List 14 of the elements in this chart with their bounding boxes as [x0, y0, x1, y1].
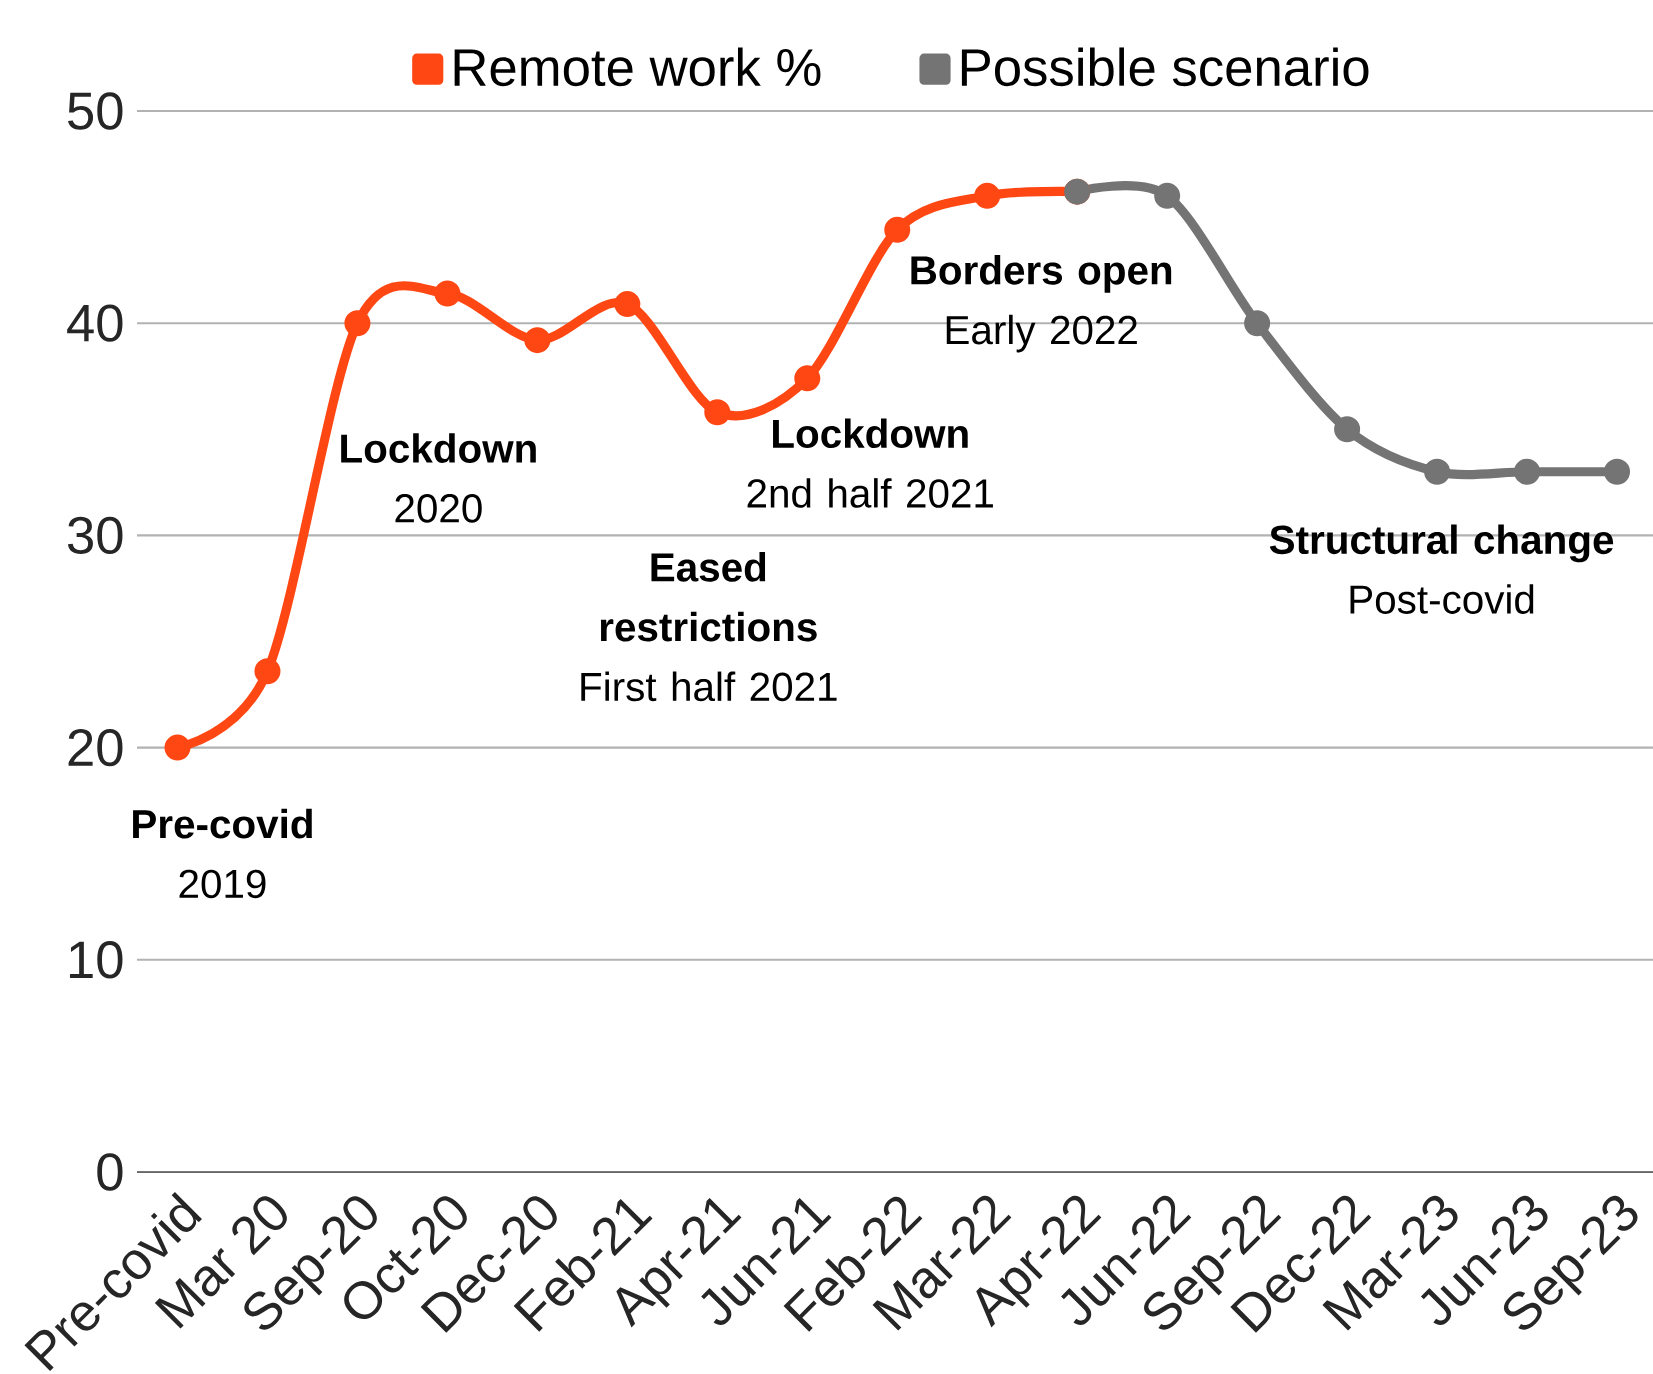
y-tick-label: 20 [68, 728, 123, 767]
annotation: Borders open Early 2022 [911, 255, 1172, 353]
legend-label: Possible scenario [961, 47, 1369, 87]
annotation: Pre-covid 2019 [133, 808, 312, 899]
y-tick-label: 50 [68, 92, 123, 130]
annotation: Lockdown 2020 [341, 433, 536, 523]
y-tick-label: 10 [69, 941, 123, 979]
y-tick-label: 30 [67, 516, 123, 555]
annotation: Structural change Post-covid [1269, 524, 1614, 614]
y-tick-label: 0 [97, 1153, 123, 1191]
annotation: Eased restrictions First half 2021 [581, 552, 837, 702]
y-tick-label: 40 [67, 304, 123, 342]
annotation: Lockdown 2nd half 2021 [747, 418, 993, 508]
legend-label: Remote work % [454, 47, 821, 87]
